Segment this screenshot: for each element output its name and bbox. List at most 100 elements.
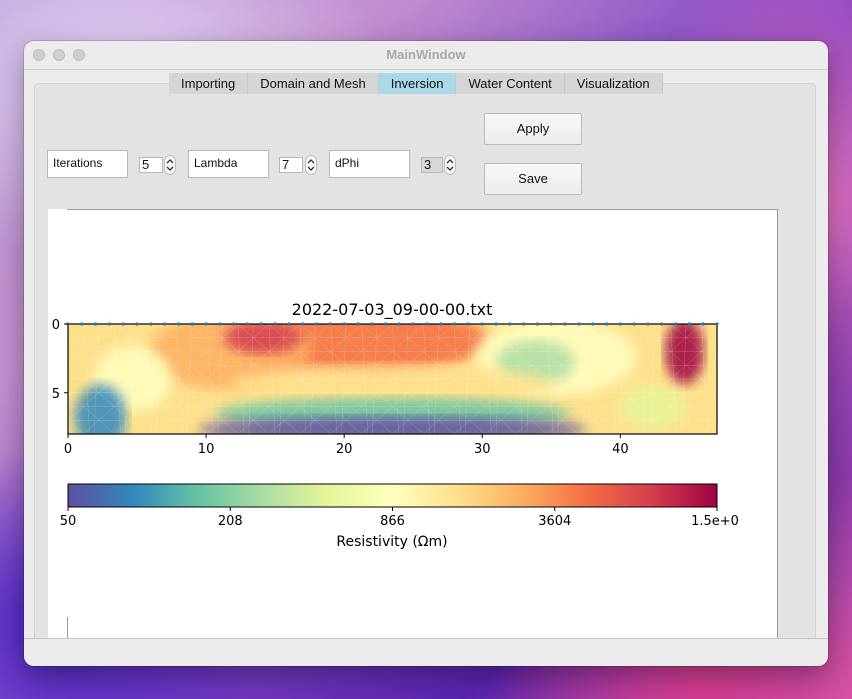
plot-frame-right (777, 209, 778, 639)
electrode-marker (591, 322, 595, 326)
electrode-marker (522, 322, 526, 326)
colorbar-tick-label: 1.5e+0 (691, 514, 739, 529)
electrode-marker (356, 322, 360, 326)
electrode-marker (397, 322, 402, 326)
dphi-spinbox[interactable]: 3 (421, 157, 443, 173)
lambda-stepper-icon[interactable] (305, 155, 317, 175)
title-bar[interactable]: MainWindow (24, 41, 828, 70)
electrode-marker (287, 322, 291, 326)
save-button[interactable]: Save (484, 163, 582, 195)
electrode-marker (245, 322, 250, 326)
section-frame (67, 323, 718, 435)
resistivity-zone (197, 416, 588, 434)
tab-domain-and-mesh[interactable]: Domain and Mesh (248, 73, 379, 94)
zoom-window-icon[interactable] (73, 49, 85, 61)
colorbar-ticks: 50 208 866 3604 1.5e+0 (60, 507, 739, 529)
electrode-marker (618, 322, 622, 326)
electrode-marker (149, 322, 153, 326)
electrode-marker (494, 322, 498, 326)
electrode-marker (687, 322, 691, 326)
electrode-marker (425, 322, 429, 326)
colorbar-tick-label: 208 (218, 514, 243, 529)
mesh-lines (68, 324, 717, 434)
plot-frame-left (67, 617, 68, 639)
colorbar-tick-label: 3604 (538, 514, 571, 529)
iterations-spinbox[interactable]: 5 (139, 157, 163, 173)
electrode-marker (107, 322, 112, 326)
electrode-marker (577, 322, 581, 326)
electrode-marker (273, 322, 277, 326)
resistivity-zone (665, 324, 705, 385)
electrode-marker (411, 322, 415, 326)
plot-frame-top (67, 209, 778, 210)
tab-bar: Importing Domain and Mesh Inversion Wate… (169, 73, 663, 94)
colorbar-label: Resistivity (Ωm) (336, 534, 447, 550)
y-axis-ticks: 05 (52, 318, 68, 402)
electrode-marker (328, 322, 332, 326)
resistivity-section (68, 324, 717, 434)
close-window-icon[interactable] (33, 49, 45, 61)
apply-button[interactable]: Apply (484, 113, 582, 145)
x-tick-label: 0 (64, 442, 72, 457)
electrode-marker (121, 322, 125, 326)
electrode-marker (94, 322, 98, 326)
y-tick-label: 0 (52, 318, 60, 333)
electrode-marker (80, 322, 84, 326)
electrode-marker (204, 322, 208, 326)
electrode-marker (673, 322, 678, 326)
x-tick-label: 40 (612, 442, 629, 457)
iterations-label-field[interactable]: Iterations (47, 150, 128, 178)
x-tick-label: 20 (336, 442, 353, 457)
colorbar (67, 483, 718, 508)
y-tick-label: 5 (52, 387, 60, 402)
lambda-spinbox[interactable]: 7 (279, 157, 303, 173)
electrode-marker (301, 322, 305, 326)
electrode-marker (190, 322, 194, 326)
status-bar (24, 638, 828, 666)
dphi-label-field[interactable]: dPhi (329, 150, 410, 178)
electrode-marker (701, 322, 705, 326)
electrode-marker (480, 322, 484, 326)
x-tick-label: 10 (198, 442, 215, 457)
lambda-label-field[interactable]: Lambda (188, 150, 269, 178)
mesh-overlay (68, 324, 717, 434)
electrode-marker (259, 322, 263, 326)
electrode-marker (563, 322, 567, 326)
colorbar-tick-label: 50 (60, 514, 77, 529)
electrode-marker (314, 322, 319, 326)
electrode-marker (453, 322, 457, 326)
resistivity-zone (74, 384, 127, 434)
chart-title: 2022-07-03_09-00-00.txt (292, 300, 493, 320)
electrode-marker (135, 322, 139, 326)
iterations-stepper-icon[interactable] (164, 155, 176, 175)
tab-inversion[interactable]: Inversion (378, 73, 457, 94)
main-window: MainWindow Importing Domain and Mesh Inv… (24, 41, 828, 666)
tab-water-content[interactable]: Water Content (456, 73, 565, 94)
x-axis-ticks: 0 10 20 30 40 (64, 434, 629, 457)
x-tick-label: 30 (474, 442, 491, 457)
electrode-marker (535, 322, 540, 326)
resistivity-zone (223, 324, 302, 354)
electrode-marker (466, 322, 471, 326)
electrode-marker (218, 322, 222, 326)
electrode-marker (370, 322, 374, 326)
colorbar-tick-label: 866 (380, 514, 405, 529)
electrode-marker (646, 322, 650, 326)
dphi-stepper-icon[interactable] (444, 155, 456, 175)
electrode-marker (660, 322, 664, 326)
electrode-marker (508, 322, 512, 326)
electrode-marker (604, 322, 609, 326)
electrode-marker (549, 322, 553, 326)
tab-visualization[interactable]: Visualization (564, 73, 663, 94)
electrode-marker (163, 322, 167, 326)
electrode-marker (632, 322, 636, 326)
resistivity-zone (230, 364, 555, 405)
tab-importing[interactable]: Importing (169, 73, 249, 94)
electrode-marker (439, 322, 443, 326)
minimize-window-icon[interactable] (53, 49, 65, 61)
resistivity-zone (619, 384, 685, 429)
window-title: MainWindow (386, 47, 466, 62)
electrode-marker (176, 322, 181, 326)
electrode-marker (715, 322, 719, 326)
